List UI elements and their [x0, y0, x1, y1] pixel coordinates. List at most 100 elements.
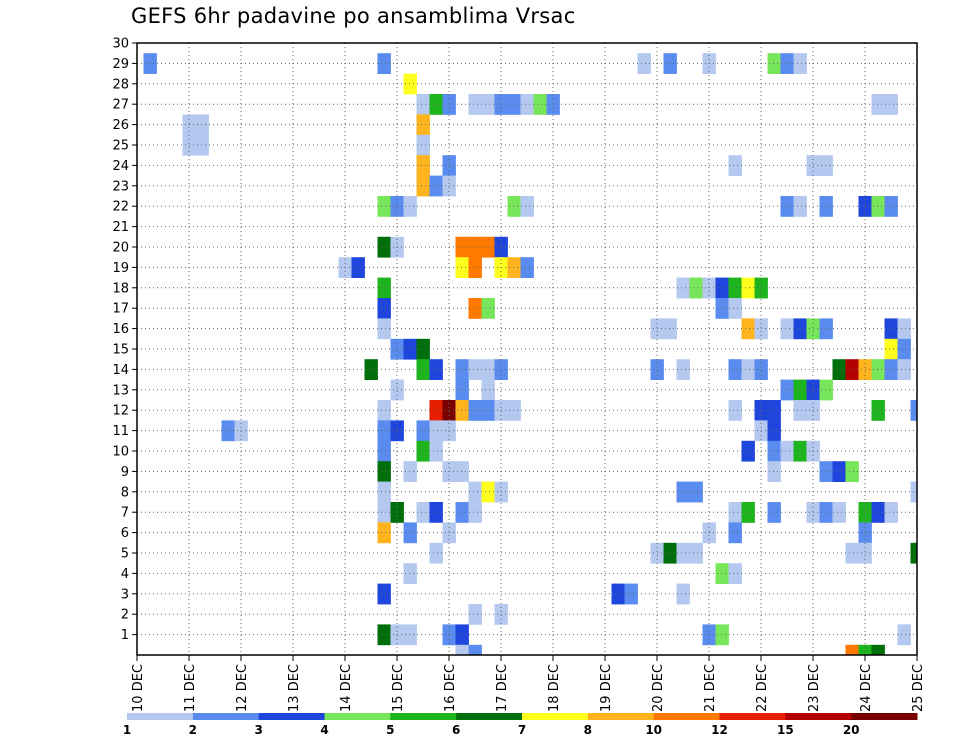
x-tick-label: 22 DEC — [755, 664, 770, 712]
heatmap-cell — [377, 277, 391, 299]
heatmap-cell — [832, 502, 846, 523]
y-tick-label: 26 — [112, 118, 129, 133]
x-tick-label: 21 DEC — [703, 664, 718, 712]
heatmap-cell — [767, 502, 781, 523]
colorbar-swatch — [390, 713, 457, 720]
heatmap-cell — [481, 400, 495, 421]
heatmap-cell — [520, 196, 534, 217]
y-tick-label: 2 — [121, 608, 129, 623]
heatmap-cell — [455, 257, 469, 278]
heatmap-cell — [897, 359, 911, 380]
heatmap-cell — [403, 461, 417, 482]
heatmap-cell — [871, 94, 885, 115]
colorbar-swatch — [127, 713, 194, 720]
y-tick-label: 22 — [112, 200, 129, 215]
y-tick-label: 10 — [112, 445, 129, 460]
heatmap-cell — [793, 196, 807, 217]
colorbar-label: 8 — [584, 723, 592, 737]
y-tick-label: 11 — [112, 424, 129, 439]
x-tick-label: 25 DEC — [911, 664, 926, 712]
heatmap-cell — [676, 542, 690, 564]
heatmap-cell — [728, 522, 742, 544]
heatmap-cell — [663, 318, 677, 340]
heatmap-cell — [455, 644, 469, 656]
heatmap-cell — [624, 583, 638, 605]
heatmap-cell — [468, 502, 482, 523]
heatmap-cell — [728, 298, 742, 319]
x-tick-label: 24 DEC — [859, 664, 874, 712]
heatmap-cell — [845, 461, 859, 482]
y-tick-label: 7 — [121, 506, 129, 521]
heatmap-cell — [507, 196, 521, 217]
heatmap-cell — [793, 53, 807, 74]
x-tick-label: 23 DEC — [807, 664, 822, 712]
heatmap-cell — [780, 196, 794, 217]
heatmap-cell — [416, 175, 430, 197]
heatmap-cell — [416, 338, 430, 360]
colorbar-swatch — [851, 713, 918, 720]
heatmap-cell — [377, 400, 391, 421]
heatmap-cell — [533, 94, 547, 115]
heatmap-cell — [377, 624, 391, 646]
colorbar-label: 15 — [777, 723, 794, 737]
heatmap-cell — [884, 338, 898, 360]
heatmap-cell — [481, 94, 495, 115]
x-tick-label: 20 DEC — [651, 664, 666, 712]
heatmap-cell — [767, 400, 781, 421]
heatmap-cell — [377, 196, 391, 217]
heatmap-cell — [481, 481, 495, 503]
colorbar-swatch — [653, 713, 720, 720]
heatmap-cell — [741, 502, 755, 523]
x-tick-label: 11 DEC — [183, 664, 198, 712]
heatmap-cell — [429, 94, 443, 115]
heatmap-cell — [728, 563, 742, 584]
y-tick-label: 12 — [112, 404, 129, 419]
heatmap-cell — [481, 359, 495, 380]
heatmap-cell — [884, 502, 898, 523]
heatmap-cell — [819, 318, 833, 340]
heatmap-cell — [793, 400, 807, 421]
heatmap-cell — [780, 53, 794, 74]
heatmap-cell — [780, 379, 794, 401]
heatmap-cell — [728, 359, 742, 380]
colorbar-label: 10 — [645, 723, 662, 737]
colorbar-swatch — [258, 713, 325, 720]
colorbar-swatch — [192, 713, 260, 720]
x-tick-label: 10 DEC — [131, 664, 146, 712]
heatmap-cell — [468, 644, 482, 656]
y-tick-label: 25 — [112, 139, 129, 154]
heatmap-cell — [468, 604, 482, 625]
heatmap-cell — [481, 236, 495, 258]
heatmap-cell — [468, 236, 482, 258]
y-tick-label: 30 — [112, 37, 129, 52]
heatmap-cell — [689, 481, 703, 503]
heatmap-cell — [767, 440, 781, 462]
heatmap-cell — [377, 502, 391, 523]
y-tick-label: 20 — [112, 241, 129, 256]
heatmap-cell — [416, 502, 430, 523]
heatmap-cell — [741, 277, 755, 299]
y-tick-label: 6 — [121, 526, 129, 541]
heatmap-cell — [819, 379, 833, 401]
y-axis-ticks: 1234567891011121314151617181920212223242… — [112, 37, 137, 643]
heatmap-cell — [884, 359, 898, 380]
y-tick-label: 24 — [112, 159, 129, 174]
heatmap-cell — [871, 359, 885, 380]
y-tick-label: 4 — [121, 567, 129, 582]
colorbar-label: 2 — [189, 723, 197, 737]
heatmap-cell — [767, 420, 781, 442]
heatmap-cell — [377, 318, 391, 340]
x-tick-label: 16 DEC — [443, 664, 458, 712]
y-tick-label: 5 — [121, 547, 129, 562]
heatmap-cell — [897, 318, 911, 340]
y-tick-label: 17 — [112, 302, 129, 317]
heatmap-cell — [377, 461, 391, 482]
heatmap-cell — [416, 440, 430, 462]
y-tick-label: 3 — [121, 587, 129, 602]
y-tick-label: 23 — [112, 179, 129, 194]
heatmap-cell — [429, 420, 443, 442]
colorbar-label: 6 — [452, 723, 460, 737]
heatmap-cell — [468, 359, 482, 380]
heatmap-cell — [689, 542, 703, 564]
heatmap-cell — [676, 277, 690, 299]
